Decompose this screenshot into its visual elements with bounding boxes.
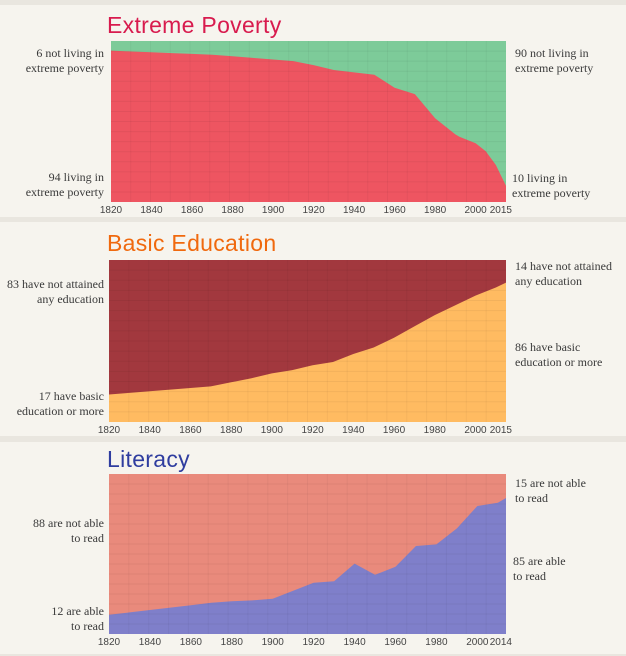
note-line: 6 not living in (36, 46, 104, 60)
education-x-tick-label: 1880 (220, 425, 243, 436)
literacy-x-tick-label: 2000 (466, 637, 489, 648)
note-line: to read (71, 619, 104, 633)
literacy-left-bottom-note: 12 are able to read (51, 604, 104, 634)
poverty-x-tick-label: 1820 (100, 205, 123, 216)
poverty-bottom-series-area (111, 50, 506, 202)
poverty-title: Extreme Poverty (107, 12, 282, 38)
note-line: 10 living in (512, 171, 568, 185)
poverty-left-bottom-note: 94 living in extreme poverty (26, 170, 104, 200)
note-line: 88 are not able (33, 516, 104, 530)
note-line: 85 are able (513, 554, 566, 568)
poverty-x-tick-label: 2015 (490, 205, 513, 216)
education-x-tick-label: 1820 (98, 425, 121, 436)
literacy-x-tick-label: 1880 (221, 637, 244, 648)
literacy-x-tick-label: 1980 (425, 637, 448, 648)
poverty-x-tick-label: 1940 (343, 205, 366, 216)
literacy-x-tick-label: 1820 (98, 637, 121, 648)
note-line: to read (515, 491, 548, 505)
poverty-x-tick-label: 1860 (181, 205, 204, 216)
education-x-tick-label: 1900 (261, 425, 284, 436)
poverty-x-tick-label: 2000 (464, 205, 487, 216)
poverty-left-top-note: 6 not living in extreme poverty (26, 46, 104, 76)
education-x-tick-label: 2000 (464, 425, 487, 436)
literacy-x-tick-label: 1960 (384, 637, 407, 648)
note-line: 90 not living in (515, 46, 589, 60)
poverty-right-bottom-note: 10 living in extreme poverty (512, 171, 590, 201)
poverty-x-tick-label: 1840 (140, 205, 163, 216)
education-x-tick-label: 2015 (490, 425, 513, 436)
education-x-tick-label: 1940 (342, 425, 365, 436)
note-line: extreme poverty (512, 186, 591, 200)
education-x-tick-label: 1980 (424, 425, 447, 436)
note-line: extreme poverty (25, 185, 104, 199)
literacy-x-tick-label: 1860 (180, 637, 203, 648)
literacy-right-top-note: 15 are not able to read (515, 476, 586, 506)
poverty-right-top-note: 90 not living in extreme poverty (515, 46, 593, 76)
education-left-bottom-note: 17 have basic education or more (17, 389, 104, 419)
education-x-tick-label: 1840 (139, 425, 162, 436)
poverty-x-tick-label: 1900 (262, 205, 285, 216)
poverty-x-tick-label: 1960 (383, 205, 406, 216)
poverty-chart: 1820 1840 1860 1880 1900 1920 1940 1960 1980 2000… (100, 41, 513, 216)
education-x-tick-label: 1920 (301, 425, 324, 436)
note-line: 83 have not attained (7, 277, 104, 291)
note-line: 12 are able (51, 604, 104, 618)
note-line: to read (513, 569, 546, 583)
education-left-top-note: 83 have not attained any education (7, 277, 104, 307)
literacy-chart: 1820 1840 1860 1880 1900 1920 1940 1960 1980 2000… (98, 474, 513, 648)
education-right-bottom-note: 86 have basic education or more (515, 340, 602, 370)
literacy-bottom-series-area (109, 498, 506, 634)
literacy-x-tick-label: 1900 (262, 637, 285, 648)
literacy-x-tick-label: 2014 (490, 637, 513, 648)
note-line: extreme poverty (515, 61, 594, 75)
note-line: any education (515, 274, 582, 288)
education-bottom-series-area (109, 282, 506, 422)
education-chart: 1820 1840 1860 1880 1900 1920 1940 1960 1980 2000… (98, 260, 513, 436)
note-line: 86 have basic (515, 340, 581, 354)
poverty-x-tick-label: 1920 (302, 205, 325, 216)
literacy-x-tick-label: 1940 (343, 637, 366, 648)
note-line: to read (71, 531, 104, 545)
note-line: 14 have not attained (515, 259, 612, 273)
literacy-title: Literacy (107, 446, 190, 472)
note-line: any education (37, 292, 104, 306)
literacy-left-top-note: 88 are not able to read (33, 516, 104, 546)
literacy-x-tick-label: 1840 (139, 637, 162, 648)
note-line: 94 living in (48, 170, 104, 184)
poverty-x-tick-label: 1880 (221, 205, 244, 216)
note-line: education or more (16, 404, 104, 418)
note-line: 15 are not able (515, 476, 586, 490)
education-x-tick-label: 1860 (179, 425, 202, 436)
literacy-right-bottom-note: 85 are able to read (513, 554, 566, 584)
literacy-x-tick-label: 1920 (303, 637, 326, 648)
note-line: education or more (515, 355, 603, 369)
education-x-tick-label: 1960 (383, 425, 406, 436)
note-line: 17 have basic (38, 389, 104, 403)
poverty-x-tick-label: 1980 (424, 205, 447, 216)
note-line: extreme poverty (25, 61, 104, 75)
education-right-top-note: 14 have not attained any education (515, 259, 612, 289)
education-title: Basic Education (107, 230, 277, 256)
